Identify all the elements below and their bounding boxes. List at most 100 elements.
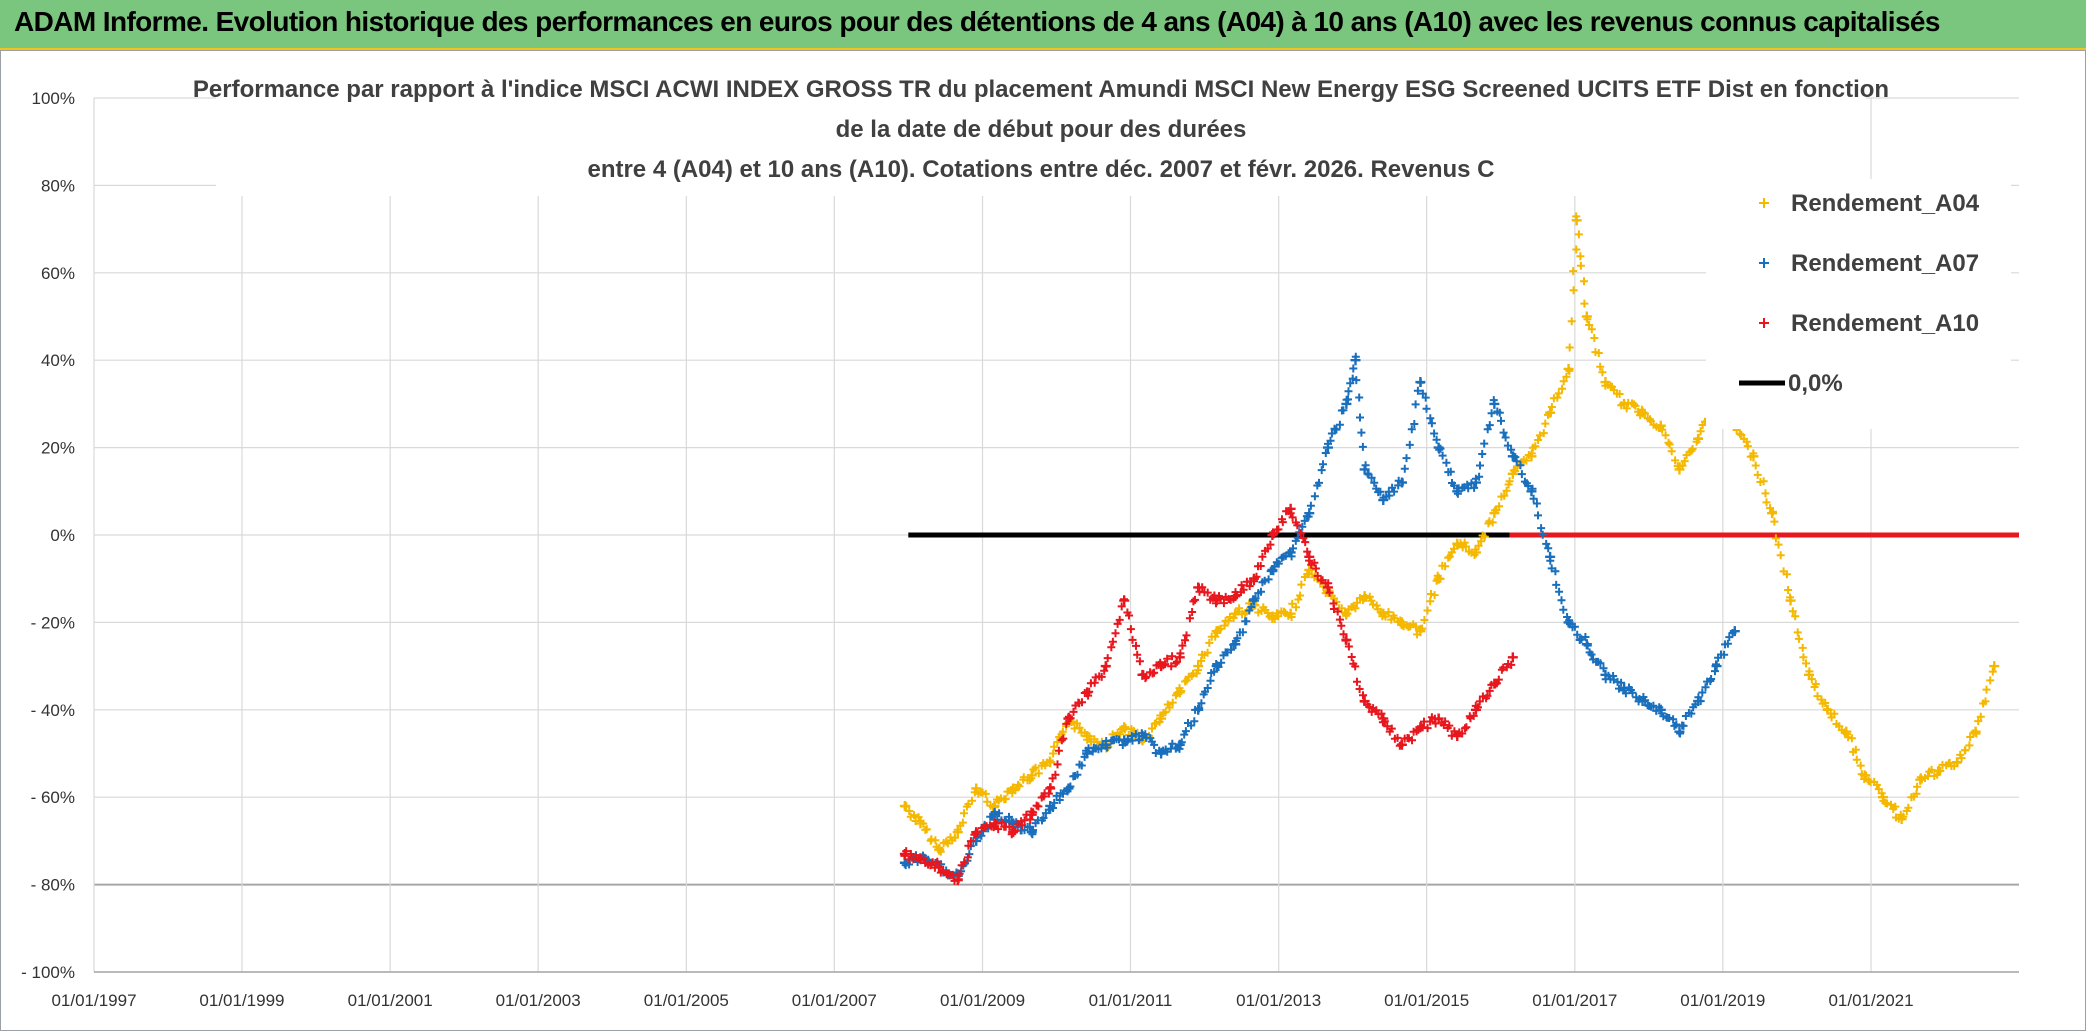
rendement-a04-point	[1822, 704, 1833, 715]
rendement-a04-point	[1859, 770, 1870, 781]
rendement-a04-point	[1674, 464, 1685, 475]
rendement-a10-point	[1507, 652, 1518, 663]
rendement-a10-point	[1470, 704, 1481, 715]
rendement-a04-point	[1156, 713, 1167, 724]
x-tick-label: 01/01/2003	[496, 991, 581, 1010]
y-tick-label: 0%	[50, 526, 75, 545]
rendement-a07-point	[1156, 748, 1167, 759]
chart-title: Performance par rapport à l'indice MSCI …	[193, 76, 1889, 183]
x-tick-label: 01/01/2011	[1089, 991, 1173, 1010]
rendement-a07-point	[1729, 626, 1740, 637]
rendement-a10-point	[1137, 669, 1148, 680]
rendement-a10-point	[1359, 696, 1370, 707]
x-tick-label: 01/01/2001	[348, 991, 433, 1010]
rendement-a07-point	[1396, 477, 1407, 488]
legend-label-a04: Rendement_A04	[1791, 190, 1980, 217]
rendement-a07-point	[1193, 704, 1204, 715]
x-tick-label: 01/01/2019	[1680, 991, 1765, 1010]
series-marker-cloud	[900, 507, 1516, 885]
rendement-a10-point	[989, 818, 1000, 829]
rendement-a07-point	[1026, 827, 1037, 838]
rendement-a04-point	[1563, 363, 1574, 374]
rendement-a04-point	[1489, 508, 1500, 519]
rendement-a04-point	[1304, 564, 1315, 575]
report-title: ADAM Informe. Evolution historique des p…	[14, 6, 1940, 37]
legend-label-a07: Rendement_A07	[1791, 250, 1979, 277]
rendement-a04-point	[1571, 215, 1582, 226]
report-banner: ADAM Informe. Evolution historique des p…	[0, 0, 2086, 50]
rendement-a04-point	[1693, 433, 1704, 444]
rendement-a04-point	[1896, 814, 1907, 825]
rendement-a04-point	[1933, 765, 1944, 776]
rendement-a04-point	[1452, 538, 1463, 549]
series-marker-cloud	[901, 352, 1737, 881]
rendement-a10-point	[952, 875, 963, 886]
rendement-a07-point	[1100, 739, 1111, 750]
rendement-a04-point	[952, 827, 963, 838]
rendement-a04-point	[1230, 608, 1241, 619]
chart: 100% 80% 60% 40% 20% 0% - 20% - 40% - 60% - 80% - …	[21, 56, 2019, 1010]
plot-area	[899, 212, 2019, 886]
rendement-a07-point	[1063, 783, 1074, 794]
y-tick-label: 60%	[41, 264, 75, 283]
rendement-a04-point	[1008, 783, 1019, 794]
rendement-a10-point	[1211, 595, 1222, 606]
rendement-a04-point	[1748, 451, 1759, 462]
rendement-a10-point	[1378, 713, 1389, 724]
rendement-a10-point	[1304, 551, 1315, 562]
rendement-a10-point	[1193, 582, 1204, 593]
axes: 100% 80% 60% 40% 20% 0% - 20% - 40% - 60% - 80% - …	[21, 89, 2019, 1010]
rendement-a07-point	[1526, 486, 1537, 497]
chart-frame: 100% 80% 60% 40% 20% 0% - 20% - 40% - 60% - 80% - …	[0, 50, 2086, 1031]
rendement-a04-point	[1655, 420, 1666, 431]
rendement-a10-point	[971, 827, 982, 838]
rendement-a04-point	[1970, 726, 1981, 737]
rendement-a04-point	[1174, 687, 1185, 698]
rendement-a04-point	[1045, 757, 1056, 768]
rendement-a07-point	[1415, 377, 1426, 388]
legend-label-zero: 0,0%	[1788, 370, 1843, 397]
rendement-a04-point	[1396, 617, 1407, 628]
legend: Rendement_A04 Rendement_A07 Rendement_A1…	[1739, 190, 1980, 397]
rendement-a10-point	[1341, 634, 1352, 645]
rendement-a07-point	[1285, 547, 1296, 558]
rendement-a04-point	[1841, 726, 1852, 737]
rendement-a04-point	[1341, 608, 1352, 619]
rendement-a10-point	[1230, 591, 1241, 602]
rendement-a10-point	[1119, 595, 1130, 606]
rendement-a07-point	[1322, 442, 1333, 453]
rendement-a10-point	[1008, 827, 1019, 838]
x-tick-label: 01/01/2017	[1532, 991, 1617, 1010]
x-tick-label: 01/01/2021	[1828, 991, 1913, 1010]
rendement-a10-point	[1489, 678, 1500, 689]
rendement-a10-point	[1082, 687, 1093, 698]
rendement-a07-point	[1211, 661, 1222, 672]
rendement-a07-point	[1248, 595, 1259, 606]
series-rendement-a04	[899, 212, 2000, 856]
rendement-a07-point	[1230, 639, 1241, 650]
x-tick-label: 01/01/2009	[940, 991, 1025, 1010]
rendement-a07-point	[1267, 564, 1278, 575]
rendement-a10-point	[1452, 731, 1463, 742]
rendement-a07-point	[1489, 398, 1500, 409]
legend-background	[1706, 179, 2011, 429]
rendement-a04-point	[1267, 613, 1278, 624]
rendement-a04-point	[971, 783, 982, 794]
rendement-a04-point	[1951, 757, 1962, 768]
y-tick-label: 100%	[32, 89, 75, 108]
y-tick-label: 40%	[41, 351, 75, 370]
rendement-a10-point	[1045, 783, 1056, 794]
rendement-a07-point	[1119, 735, 1130, 746]
rendement-a04-point	[1989, 661, 2000, 672]
rendement-a07-point	[1693, 696, 1704, 707]
rendement-a07-point	[1655, 704, 1666, 715]
y-tick-label: - 100%	[21, 963, 75, 982]
rendement-a10-point	[915, 853, 926, 864]
rendement-a07-point	[1507, 451, 1518, 462]
y-tick-label: - 80%	[31, 876, 75, 895]
x-tick-label: 01/01/1997	[51, 991, 136, 1010]
legend-marker-a04	[1759, 198, 1769, 208]
rendement-a04-point	[1600, 377, 1611, 388]
rendement-a07-point	[1082, 748, 1093, 759]
rendement-a07-point	[1619, 682, 1630, 693]
